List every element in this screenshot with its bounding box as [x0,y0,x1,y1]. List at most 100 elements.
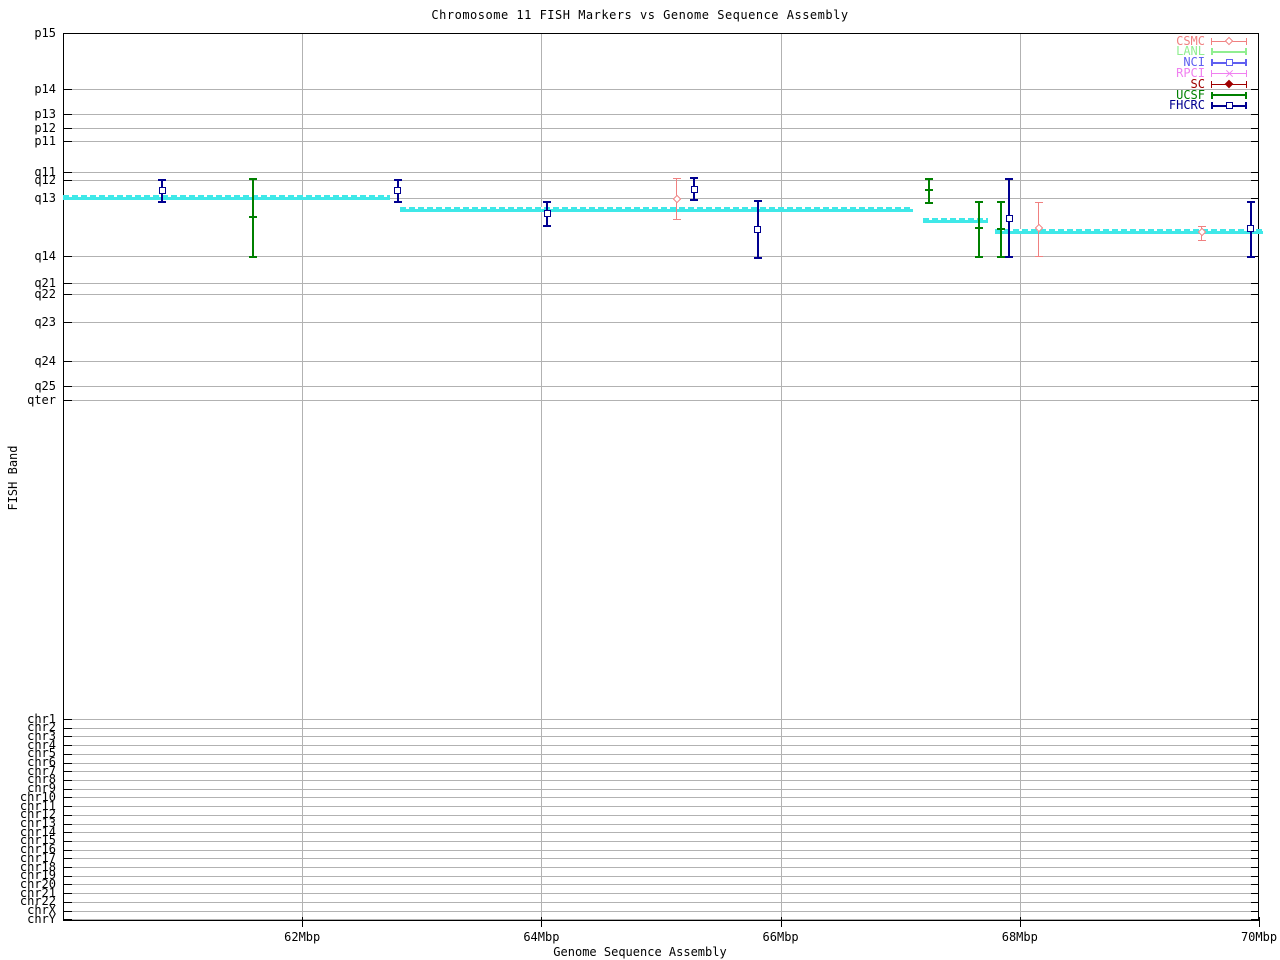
legend-sample-cap [1245,48,1247,56]
axis-tick-left [64,910,72,912]
errorbar-cap [393,201,402,203]
marker-open-square [543,210,551,217]
x-gridline [541,34,543,921]
errorbar-cap [543,201,552,203]
y-tick-label-band: q21 [34,275,56,290]
axis-tick-left [64,771,72,773]
axis-tick-left [64,832,72,834]
axis-tick-right [1251,736,1259,738]
axis-tick-right [1251,322,1259,323]
axis-tick-right [1251,823,1259,825]
chr-gridline [64,901,1259,903]
axis-tick-right [1251,172,1259,173]
axis-tick-left [64,141,72,142]
legend-sample-cap [1211,91,1213,99]
band-gridline [64,283,1259,284]
y-tick-label-chr: chr14 [19,824,56,839]
legend-sample-cap [1246,69,1247,77]
y-tick-label-chr: chr10 [19,789,56,804]
axis-tick-right [1251,779,1259,781]
legend-sample-cap [1211,59,1213,67]
x-tick-label: 68Mbp [1001,930,1038,944]
axis-tick-left [64,727,72,729]
axis-tick-right [1251,901,1259,903]
y-tick-label-chr: chr20 [19,876,56,891]
x-axis-tick [780,917,782,927]
errorbar-cap [690,177,699,179]
y-tick-label-chr: chr18 [19,859,56,874]
y-tick-label-chr: chr21 [19,885,56,900]
marker-tick [249,216,258,218]
axis-tick-right [1251,361,1259,362]
y-tick-label-band: p13 [34,106,56,121]
chr-gridline [64,719,1259,720]
axis-tick-right [1251,727,1259,729]
chr-gridline [64,823,1259,825]
chr-gridline [64,849,1259,851]
legend-label: SC [1190,76,1205,91]
errorbar-cap [1005,256,1014,258]
chr-gridline [64,806,1259,808]
errorbar-cap [158,179,167,181]
x-axis-tick [1259,917,1260,927]
axis-tick-left [64,893,72,895]
axis-tick-right [1251,283,1259,284]
x-tick-label: 70Mbp [1240,930,1278,944]
chr-gridline [64,910,1259,912]
plot-border [63,33,1259,921]
axis-tick-left [64,400,72,401]
errorbar-cap [1197,225,1206,227]
axis-tick-right [1251,849,1259,851]
chr-gridline [64,771,1259,773]
axis-tick-right [1251,858,1259,860]
marker-open-square [1225,102,1233,110]
errorbar-cap [1246,256,1255,258]
axis-tick-right [1251,114,1259,115]
errorbar-cap [996,201,1005,203]
marker-open-square [158,186,166,194]
chr-gridline [64,832,1259,834]
legend-sample-cap [1246,37,1247,45]
axis-tick-right [1251,814,1259,816]
axis-tick-left [64,753,72,755]
axis-tick-right [1251,788,1259,790]
y-tick-label-band: q12 [34,172,56,187]
axis-tick-right [1251,806,1259,808]
axis-tick-left [64,180,72,181]
band-gridline [64,256,1259,257]
y-tick-label-band: q23 [34,314,56,329]
assembly-band-segment [400,207,914,212]
axis-tick-right [1251,386,1259,387]
axis-tick-right [1251,719,1259,720]
axis-tick-left [64,736,72,738]
errorbar-cap [1034,255,1043,257]
y-tick-label-chr: chr19 [19,868,56,883]
y-tick-label-band: q11 [34,164,56,179]
axis-tick-left [64,823,72,825]
marker-open-square [1247,224,1255,232]
band-gridline [64,386,1259,387]
errorbar-line [252,179,255,257]
axis-tick-left [64,172,72,173]
chr-gridline [64,893,1259,895]
axis-tick-right [1251,141,1259,142]
y-tick-label-chr: chrY [27,911,56,926]
axis-tick-right [1251,753,1259,755]
axis-tick-left [64,386,72,387]
marker-open-square [394,186,402,194]
chr-gridline [64,745,1259,747]
legend-sample-cap [1245,59,1247,67]
axis-tick-right [1251,797,1259,799]
x-tick-label: 64Mbp [523,930,560,944]
errorbar-cap [753,257,762,259]
band-gridline [64,172,1259,173]
x-tick-label: 66Mbp [762,930,799,944]
chr-gridline [64,875,1259,877]
axis-tick-left [64,719,72,720]
y-tick-label-chr: chr1 [27,711,56,726]
assembly-band-dashes [922,218,988,220]
y-tick-label-band: p12 [34,120,56,135]
legend-sample-cap [1211,102,1213,110]
y-tick-label-chr: chr15 [19,833,56,848]
